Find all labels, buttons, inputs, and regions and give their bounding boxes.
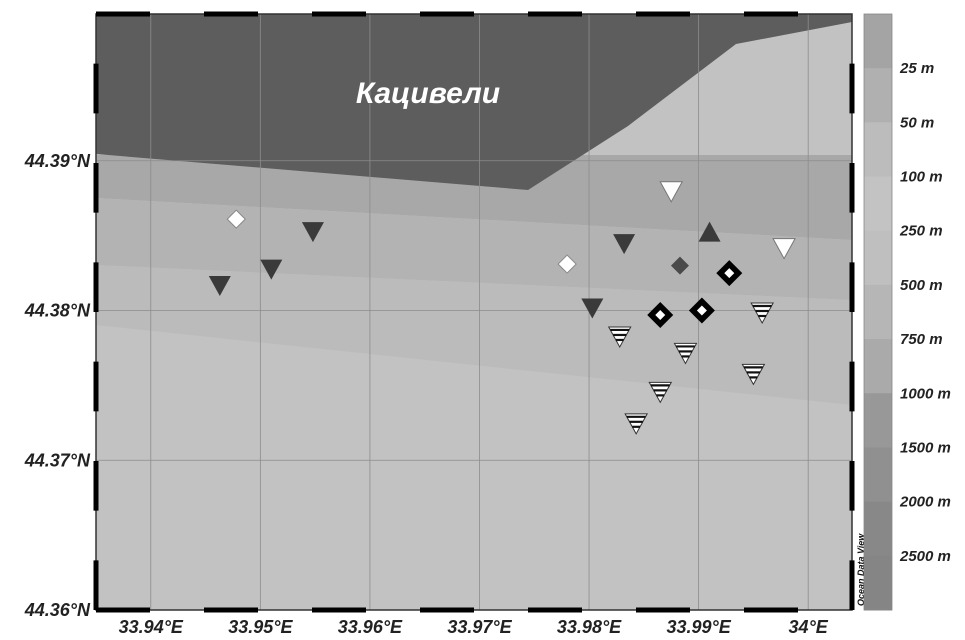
frame-ticks bbox=[93, 11, 855, 613]
triangle-marker bbox=[581, 298, 604, 319]
station-marker bbox=[673, 342, 698, 365]
longitude-labels: 33.94°E 33.95°E 33.96°E 33.97°E 33.98°E 33.99… bbox=[119, 617, 829, 637]
depth-scale-band bbox=[864, 339, 892, 394]
station-marker bbox=[698, 221, 721, 242]
depth-label: 500 m bbox=[900, 277, 943, 294]
lat-label: 44.39°N bbox=[24, 151, 91, 171]
depth-band-deeper bbox=[96, 265, 852, 405]
lon-label: 33.96°E bbox=[338, 617, 403, 637]
lon-label: 33.97°E bbox=[447, 617, 512, 637]
depth-label: 25 m bbox=[899, 60, 934, 77]
depth-scale-band bbox=[864, 122, 892, 178]
lon-label: 33.99°E bbox=[666, 617, 731, 637]
station-marker bbox=[260, 259, 283, 280]
lon-label: 34°E bbox=[789, 617, 829, 637]
triangle-marker bbox=[698, 221, 721, 242]
depth-scale-band bbox=[864, 14, 892, 69]
station-marker bbox=[581, 298, 604, 319]
station-marker bbox=[226, 209, 246, 229]
station-marker bbox=[670, 256, 689, 275]
depth-scale-band bbox=[864, 176, 892, 232]
diamond-marker-inner bbox=[696, 305, 707, 316]
station-marker bbox=[648, 381, 673, 404]
depth-scale-band bbox=[864, 284, 892, 340]
depth-scale-band bbox=[864, 393, 892, 448]
diamond-marker bbox=[557, 254, 577, 274]
station-marker bbox=[208, 276, 231, 297]
depth-label: 750 m bbox=[900, 331, 943, 348]
station-marker bbox=[772, 238, 796, 260]
station-marker bbox=[688, 297, 715, 324]
diamond-marker-inner bbox=[724, 268, 735, 279]
lon-label: 33.98°E bbox=[557, 617, 622, 637]
station-marker bbox=[301, 222, 324, 243]
station-marker bbox=[613, 234, 636, 255]
depth-scale-band bbox=[864, 501, 892, 557]
lon-label: 33.95°E bbox=[228, 617, 293, 637]
diamond-marker-inner bbox=[655, 309, 666, 320]
lon-label: 33.94°E bbox=[119, 617, 184, 637]
place-label: Кацивели bbox=[356, 77, 500, 110]
depth-scale-band bbox=[864, 555, 892, 611]
triangle-marker bbox=[750, 302, 775, 325]
triangle-marker bbox=[648, 381, 673, 404]
watermark: Ocean Data View bbox=[856, 533, 866, 606]
latitude-labels: 44.39°N 44.38°N 44.37°N 44.36°N bbox=[24, 151, 91, 620]
depth-label: 1500 m bbox=[900, 439, 951, 456]
station-marker bbox=[647, 301, 674, 328]
station-marker bbox=[750, 302, 775, 325]
triangle-marker bbox=[772, 238, 796, 260]
depth-label: 250 m bbox=[899, 223, 943, 240]
lat-label: 44.38°N bbox=[24, 301, 91, 321]
depth-label: 2000 m bbox=[899, 494, 951, 511]
triangle-marker bbox=[260, 259, 283, 280]
triangle-marker bbox=[613, 234, 636, 255]
diamond-marker bbox=[670, 256, 689, 275]
station-marker bbox=[716, 260, 743, 287]
triangle-marker bbox=[624, 413, 649, 435]
depth-label: 100 m bbox=[900, 169, 943, 186]
station-markers bbox=[208, 181, 796, 435]
depth-scale-band bbox=[864, 447, 892, 503]
depth-label: 2500 m bbox=[899, 548, 951, 565]
triangle-marker bbox=[659, 181, 684, 203]
station-marker bbox=[557, 254, 577, 274]
coastline-land bbox=[96, 14, 852, 190]
station-marker bbox=[741, 363, 766, 386]
triangle-marker bbox=[301, 222, 324, 243]
lat-label: 44.37°N bbox=[24, 450, 91, 470]
depth-scale-border bbox=[863, 13, 893, 611]
depth-scale-band bbox=[864, 230, 892, 286]
triangle-marker bbox=[741, 363, 766, 386]
diamond-marker bbox=[226, 209, 246, 229]
depth-label: 1000 m bbox=[900, 385, 951, 402]
station-marker bbox=[624, 413, 649, 435]
depth-scale-labels: 25 m 50 m 100 m 250 m 500 m 750 m 1000 m 1500 m… bbox=[899, 60, 951, 565]
triangle-marker bbox=[607, 326, 632, 348]
lat-label: 44.36°N bbox=[24, 600, 91, 620]
station-marker bbox=[659, 181, 684, 203]
depth-scale-band bbox=[864, 68, 892, 123]
station-marker bbox=[607, 326, 632, 348]
depth-band-shallow bbox=[96, 155, 852, 240]
triangle-marker bbox=[673, 342, 698, 365]
triangle-marker bbox=[208, 276, 231, 297]
depth-scale-bar bbox=[863, 13, 893, 611]
depth-label: 50 m bbox=[900, 114, 934, 131]
depth-band-mid bbox=[96, 198, 852, 300]
